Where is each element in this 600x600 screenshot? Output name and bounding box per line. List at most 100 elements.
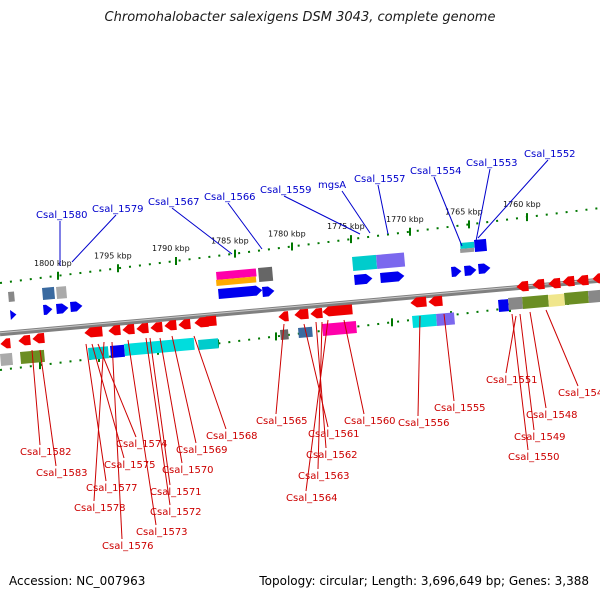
reverse-gene-arrow <box>136 322 149 334</box>
domain-box <box>521 294 549 309</box>
reverse-leader-line <box>315 321 327 449</box>
reverse-leader-line <box>39 349 57 467</box>
forward-gene-label: Csal_1579 <box>92 204 144 215</box>
reverse-gene-arrow <box>322 304 353 317</box>
scale-label: 1760 kbp <box>503 200 541 209</box>
scale-label: 1790 kbp <box>152 244 190 253</box>
reverse-leader-line <box>159 337 183 464</box>
reverse-leader-line <box>91 343 125 459</box>
domain-box <box>548 293 566 307</box>
domain-box <box>258 266 274 282</box>
forward-leader-line <box>71 214 117 263</box>
domain-box <box>436 312 455 326</box>
forward-gene-arrow <box>451 266 462 277</box>
forward-gene-label: mgsA <box>318 180 346 191</box>
reverse-gene-label: Csal_1563 <box>298 471 350 482</box>
reverse-gene-arrow <box>0 338 11 349</box>
domain-box <box>508 296 524 310</box>
forward-gene-label: Csal_1552 <box>524 149 576 160</box>
reverse-leader-line <box>545 309 579 387</box>
reverse-gene-arrow <box>428 295 443 307</box>
reverse-gene-label: Csal_1565 <box>256 416 308 427</box>
reverse-leader-line <box>443 313 455 402</box>
reverse-leader-line <box>149 337 171 486</box>
accession-label: Accession: NC_007963 <box>9 574 146 588</box>
reverse-gene-label: Csal_1550 <box>508 452 560 463</box>
reverse-leader-line <box>303 323 329 428</box>
reverse-gene-arrow <box>294 308 309 320</box>
reverse-leader-line <box>317 321 323 470</box>
domain-box <box>8 291 15 302</box>
scale-label: 1800 kbp <box>34 259 72 268</box>
domain-box <box>322 320 357 336</box>
reverse-gene-arrow <box>548 277 561 289</box>
reverse-gene-arrow <box>516 280 529 292</box>
reverse-gene-label: Csal_1574 <box>116 439 168 450</box>
domain-box <box>588 289 600 303</box>
backbone-highlight <box>0 278 600 334</box>
forward-gene-label: Csal_1567 <box>148 197 200 208</box>
reverse-leader-line <box>529 311 547 409</box>
forward-gene-arrow <box>56 303 69 314</box>
reverse-leader-line <box>85 343 107 482</box>
reverse-leader-line <box>31 349 41 446</box>
forward-gene-arrow <box>262 286 275 297</box>
forward-leader-line <box>433 176 463 247</box>
forward-leader-line <box>475 168 491 242</box>
reverse-gene-arrow <box>410 296 427 308</box>
reverse-leader-line <box>505 315 517 374</box>
reverse-gene-label: Csal_1573 <box>136 527 188 538</box>
reverse-leader-line <box>93 341 105 502</box>
forward-gene-arrow <box>464 265 477 276</box>
reverse-gene-arrow <box>164 319 177 331</box>
forward-leader-line <box>171 207 233 255</box>
genome-summary: Topology: circular; Length: 3,696,649 bp… <box>259 574 589 588</box>
forward-leader-line <box>283 195 361 235</box>
reverse-gene-arrow <box>108 324 121 336</box>
domain-box <box>123 337 195 356</box>
reverse-gene-arrow <box>562 275 575 287</box>
reverse-leader-line <box>111 341 123 540</box>
forward-gene-arrow <box>380 271 405 283</box>
forward-leader-line <box>377 184 389 235</box>
reverse-gene-label: Csal_1549 <box>514 432 566 443</box>
reverse-gene-label: Csal_1569 <box>176 445 228 456</box>
forward-gene-arrow <box>70 301 83 312</box>
forward-leader-line <box>477 159 549 239</box>
reverse-gene-label: Csal_1568 <box>206 431 258 442</box>
reverse-leader-line <box>145 337 171 506</box>
domain-box <box>110 344 126 358</box>
reverse-leader-line <box>511 313 529 451</box>
reverse-gene-label: Csal_1575 <box>104 460 156 471</box>
reverse-gene-label: Csal_1560 <box>344 416 396 427</box>
forward-gene-arrow <box>354 273 373 285</box>
reverse-gene-arrow <box>532 278 545 290</box>
reverse-gene-label: Csal_1562 <box>306 450 358 461</box>
reverse-leader-line <box>171 335 197 444</box>
reverse-gene-label: Csal_1577 <box>86 483 138 494</box>
domain-box <box>216 276 257 286</box>
reverse-gene-arrow <box>84 326 103 338</box>
domain-box <box>41 286 56 300</box>
reverse-leader-line <box>127 339 157 526</box>
scale-label: 1785 kbp <box>211 237 249 246</box>
reverse-gene-label: Csal_1578 <box>74 503 126 514</box>
forward-gene-arrow <box>478 263 491 274</box>
reverse-gene-label: Csal_1583 <box>36 468 88 479</box>
domain-box <box>56 286 68 299</box>
domain-box <box>376 252 406 269</box>
domain-box <box>474 238 488 252</box>
reverse-gene-label: Csal_1572 <box>150 507 202 518</box>
forward-gene-arrow <box>218 285 263 299</box>
domain-box <box>0 352 14 366</box>
reverse-leader-line <box>417 315 421 417</box>
reverse-gene-label: Csal_1564 <box>286 493 338 504</box>
reverse-gene-label: Csal_1570 <box>162 465 214 476</box>
forward-gene-arrow <box>43 304 53 315</box>
scale-label: 1770 kbp <box>386 215 424 224</box>
forward-leader-line <box>227 202 263 250</box>
reverse-gene-label: Csal_1551 <box>486 375 538 386</box>
reverse-gene-arrow <box>18 334 31 346</box>
reverse-leader-line <box>193 335 227 430</box>
